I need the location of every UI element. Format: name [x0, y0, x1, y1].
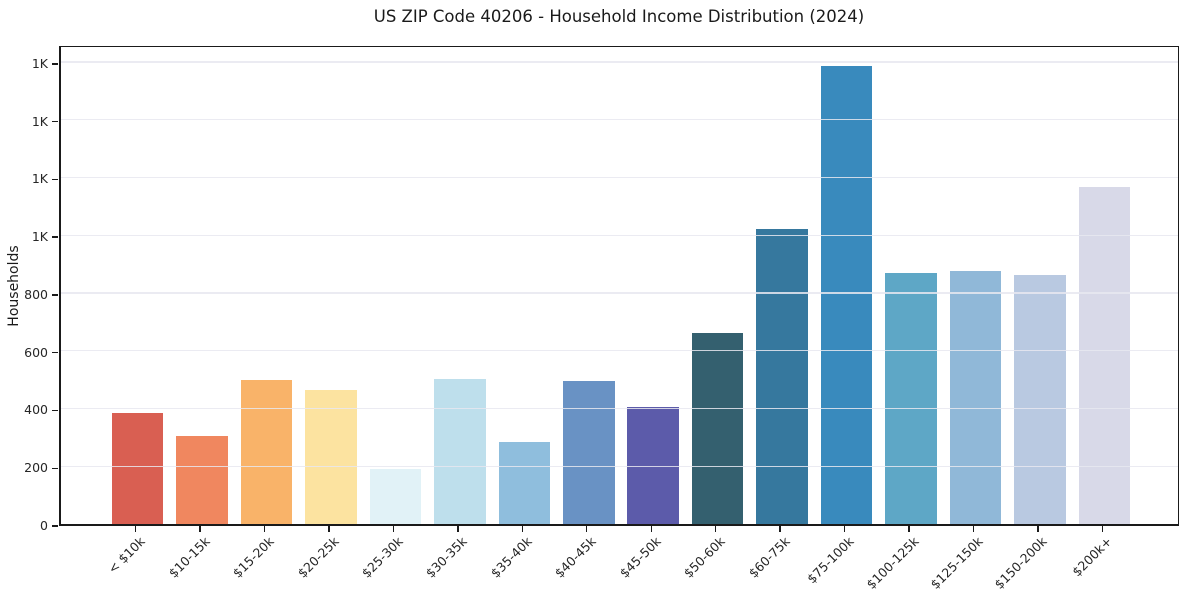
y-tick-mark — [52, 525, 58, 527]
y-tick-mark — [52, 236, 58, 238]
bar-$40-45k — [563, 380, 615, 524]
bar-$25-30k — [369, 468, 422, 524]
x-tick-mark — [392, 526, 395, 532]
x-tick-mark — [714, 526, 717, 532]
bar-$60-75k — [756, 228, 808, 524]
x-tick-label: $45-50k — [616, 533, 664, 581]
x-tick-mark — [972, 526, 975, 532]
y-tick-mark — [52, 294, 58, 296]
x-tick-label: $150-200k — [991, 533, 1051, 590]
y-tick-label: 800 — [24, 286, 48, 302]
x-tick-label: $20-25k — [294, 533, 342, 581]
x-tick-label: $25-30k — [358, 533, 406, 581]
x-tick-mark — [908, 526, 910, 532]
y-tick-label: 1K — [31, 229, 48, 245]
y-tick-mark — [52, 178, 58, 181]
y-tick-label: 1K — [31, 113, 48, 129]
x-tick-label: $200k+ — [1068, 533, 1115, 580]
x-tick-mark — [779, 526, 781, 532]
x-tick-mark — [263, 526, 266, 532]
x-tick-mark — [1037, 526, 1039, 532]
bar-$35-40k — [498, 441, 551, 524]
x-tick-mark — [328, 526, 330, 532]
y-axis-label: Households — [6, 245, 22, 327]
bar-$100-125k — [885, 273, 937, 524]
x-tick-label: $35-40k — [487, 533, 535, 581]
bar-$125-150k — [949, 271, 1002, 524]
bar-$30-35k — [434, 378, 486, 524]
bar-$75-100k — [820, 65, 873, 524]
y-tick-mark — [52, 352, 58, 354]
x-tick-mark — [521, 526, 524, 532]
y-tick-mark — [52, 63, 58, 65]
x-tick-label: < $10k — [105, 533, 148, 577]
y-tick-mark — [52, 120, 58, 123]
gridline-200 — [61, 465, 1178, 467]
y-tick-label: 1K — [31, 55, 48, 71]
bar-$45-50k — [627, 406, 679, 524]
x-tick-mark — [1101, 526, 1103, 532]
x-tick-label: $75-100k — [804, 533, 857, 587]
y-tick-label: 400 — [24, 402, 48, 418]
gridline-400 — [61, 407, 1178, 410]
plot-area — [59, 46, 1179, 526]
bar-$15-20k — [240, 379, 293, 524]
bar-$10-15k — [176, 435, 228, 524]
x-tick-mark — [650, 526, 652, 532]
bar-$150-200k — [1014, 275, 1066, 524]
bar-$200k+ — [1078, 187, 1131, 524]
y-tick-mark — [52, 409, 58, 412]
gridline-1000 — [61, 234, 1178, 236]
x-tick-label: $125-150k — [927, 533, 986, 590]
gridline-1600 — [61, 61, 1178, 63]
x-tick-mark — [457, 526, 459, 532]
chart-title: US ZIP Code 40206 - Household Income Dis… — [373, 7, 865, 26]
x-tick-mark — [586, 526, 588, 532]
gridline-600 — [61, 350, 1178, 352]
x-tick-label: $40-45k — [551, 533, 599, 581]
bar-$20-25k — [305, 390, 357, 524]
gridline-800 — [61, 292, 1178, 294]
x-tick-mark — [199, 526, 201, 532]
x-tick-label: $60-75k — [745, 533, 793, 581]
y-tick-label: 600 — [24, 344, 48, 360]
y-tick-label: 200 — [24, 460, 48, 476]
x-tick-label: $10-15k — [165, 533, 213, 581]
y-tick-label: 0 — [40, 518, 48, 533]
gridline-1400 — [61, 119, 1178, 121]
x-tick-label: $15-20k — [229, 533, 277, 581]
bar-< $10k — [111, 412, 164, 524]
x-tick-label: $100-125k — [862, 533, 922, 590]
bar-$50-60k — [691, 333, 744, 524]
y-tick-mark — [52, 467, 58, 469]
x-tick-label: $50-60k — [680, 533, 728, 581]
gridline-1200 — [61, 176, 1178, 179]
x-tick-mark — [843, 526, 846, 532]
x-tick-label: $30-35k — [423, 533, 471, 581]
x-tick-mark — [134, 526, 137, 532]
y-tick-label: 1K — [31, 171, 48, 187]
